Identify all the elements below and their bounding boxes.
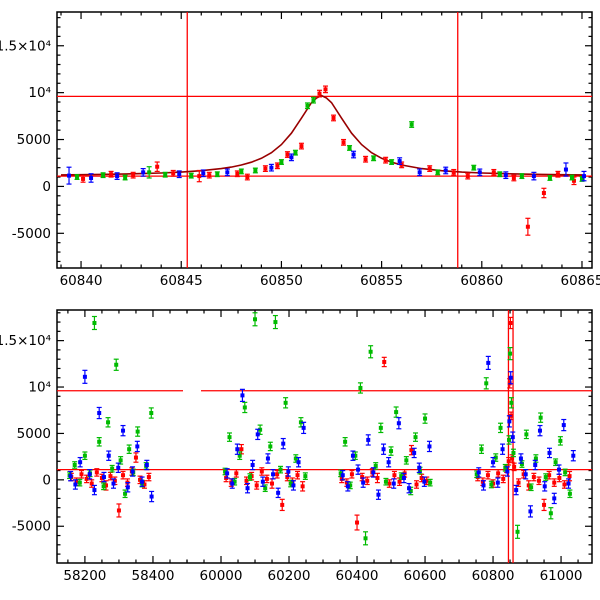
- data-series-blue: [66, 150, 587, 185]
- zoomed-light-curve-panel: 60840 60845 60850 60855 60860 60865 -5000 0 5000…: [0, 11, 600, 289]
- y-tick-label: 0: [42, 179, 51, 195]
- x-tick-label: 60000: [200, 568, 243, 584]
- x-tick-label: 60400: [336, 568, 379, 584]
- model-light-curve: [60, 94, 583, 176]
- axis-tick-labels: 58200 58400 60000 60200 60400 60600 60800 61000…: [0, 333, 583, 584]
- x-tick-label: 60850: [260, 273, 303, 289]
- x-tick-label: 60840: [60, 273, 103, 289]
- y-tick-label: 5000: [17, 426, 51, 442]
- full-light-curve-panel: 58200 58400 60000 60200 60400 60600 60800 61000…: [0, 309, 593, 584]
- data-series-red: [80, 85, 577, 236]
- plot-frame: [56, 309, 593, 564]
- x-tick-label: 60865: [561, 273, 600, 289]
- axis-tick-labels: 60840 60845 60850 60855 60860 60865 -5000 0 5000…: [0, 38, 600, 289]
- data-series-blue: [68, 355, 576, 518]
- x-tick-label: 60860: [460, 273, 503, 289]
- x-tick-label: 61000: [540, 568, 583, 584]
- data-series-green: [67, 312, 573, 546]
- x-tick-label: 60200: [268, 568, 311, 584]
- annotation-lines: [57, 12, 592, 268]
- annotation-lines: [57, 310, 592, 563]
- y-tick-label: 5000: [17, 132, 51, 148]
- x-tick-label: 60600: [404, 568, 447, 584]
- y-tick-label: 1.5×10⁴: [0, 38, 51, 54]
- plot-frame: [56, 11, 593, 269]
- x-tick-label: 58200: [63, 568, 106, 584]
- y-tick-label: 10⁴: [28, 380, 51, 396]
- y-tick-label: 1.5×10⁴: [0, 333, 51, 349]
- y-tick-label: 0: [42, 472, 51, 488]
- x-tick-label: 60845: [160, 273, 203, 289]
- y-tick-label: -5000: [12, 519, 51, 535]
- axis-ticks: [57, 12, 592, 268]
- data-series-green: [74, 96, 585, 182]
- y-tick-label: -5000: [12, 226, 51, 242]
- axis-ticks: [57, 310, 592, 563]
- data-series-red: [68, 316, 573, 531]
- x-tick-label: 60855: [360, 273, 403, 289]
- y-tick-label: 10⁴: [28, 85, 51, 101]
- x-tick-label: 60800: [472, 568, 515, 584]
- x-tick-label: 58400: [131, 568, 174, 584]
